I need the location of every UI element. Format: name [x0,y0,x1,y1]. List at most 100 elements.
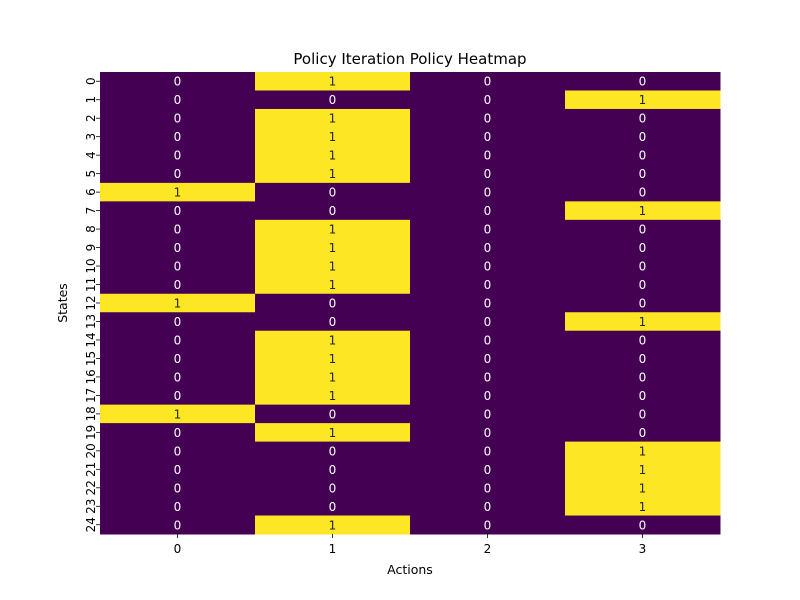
heatmap-cell [565,201,721,221]
heatmap-cell [565,256,721,276]
x-axis-label: Actions [387,562,433,577]
cell-value-label: 0 [484,241,492,255]
cell-value-label: 0 [484,186,492,200]
cell-value-label: 0 [484,352,492,366]
heatmap-cell [565,330,721,350]
heatmap-cell [100,460,256,480]
y-tick-label: 11 [84,277,98,292]
cell-value-label: 1 [329,333,337,347]
cell-value-label: 0 [174,223,182,237]
cell-value-label: 1 [639,93,647,107]
heatmap-cell [565,72,721,91]
y-tick-label: 22 [84,480,98,495]
cell-value-label: 0 [639,278,647,292]
heatmap-cell [255,367,411,387]
heatmap-cell [100,108,256,128]
cell-value-label: 1 [174,407,182,421]
heatmap-cell [255,238,411,258]
cell-value-label: 0 [639,260,647,274]
heatmap-cell [100,441,256,461]
heatmap-cell [410,312,566,332]
heatmap-cell [410,367,566,387]
heatmap-cell [565,497,721,517]
cell-value-label: 0 [484,278,492,292]
heatmap-cell [565,478,721,498]
y-tick-label: 18 [84,406,98,421]
y-tick-label: 17 [84,388,98,403]
cell-value-label: 0 [639,130,647,144]
heatmap-cell [100,312,256,332]
heatmap-cell [255,404,411,424]
heatmap-cell [100,330,256,350]
cell-value-label: 1 [639,204,647,218]
heatmap-cell [410,201,566,221]
heatmap-cell [410,293,566,313]
heatmap-cell [410,330,566,350]
heatmap-cell [100,238,256,258]
heatmap-cell [565,182,721,202]
heatmap-cell [565,460,721,480]
cell-value-label: 0 [484,112,492,126]
cell-value-label: 0 [329,93,337,107]
heatmap-cell [565,312,721,332]
cell-value-label: 0 [174,112,182,126]
cell-value-label: 0 [639,518,647,532]
y-tick-label: 24 [84,517,98,532]
heatmap-cell [410,182,566,202]
heatmap-cell [255,108,411,128]
cell-value-label: 1 [329,167,337,181]
cell-value-label: 1 [639,500,647,514]
y-tick-label: 16 [84,369,98,384]
cell-value-label: 0 [329,186,337,200]
y-tick-label: 20 [84,443,98,458]
cell-value-label: 1 [329,130,337,144]
heatmap-cell [410,256,566,276]
cell-value-label: 0 [639,352,647,366]
cell-value-label: 0 [329,463,337,477]
y-tick-label: 2 [84,114,98,122]
heatmap-cell [410,108,566,128]
heatmap-cell [565,90,721,110]
cell-value-label: 1 [329,112,337,126]
cell-value-label: 0 [484,297,492,311]
y-tick-label: 23 [84,499,98,514]
heatmap-cell [565,423,721,443]
heatmap-cell [255,90,411,110]
y-tick-label: 0 [84,77,98,85]
x-axis: 0 1 2 3 [174,534,646,556]
cell-value-label: 0 [174,352,182,366]
heatmap-cell [410,386,566,406]
heatmap-cell [100,127,256,147]
cell-value-label: 0 [174,481,182,495]
y-tick-label: 9 [84,244,98,252]
heatmap-cell [100,515,256,535]
heatmap-cells [100,72,721,535]
cell-value-label: 1 [329,389,337,403]
cell-value-label: 0 [329,315,337,329]
cell-value-label: 1 [174,186,182,200]
heatmap-cell [100,72,256,91]
heatmap-cell [100,367,256,387]
cell-value-label: 0 [484,75,492,89]
cell-value-label: 0 [174,370,182,384]
cell-value-label: 1 [329,278,337,292]
cell-value-label: 0 [639,426,647,440]
cell-value-label: 0 [484,93,492,107]
heatmap-cell [255,423,411,443]
heatmap-cell [255,497,411,517]
heatmap-cell [255,349,411,369]
cell-value-label: 0 [639,389,647,403]
cell-value-label: 0 [329,297,337,311]
chart-title: Policy Iteration Policy Heatmap [293,50,526,68]
heatmap-cell [255,293,411,313]
heatmap-cell [100,182,256,202]
cell-value-label: 0 [174,241,182,255]
heatmap-cell [410,72,566,91]
heatmap-cell [255,478,411,498]
heatmap-cell [255,256,411,276]
y-tick-label: 7 [84,207,98,215]
cell-value-label: 0 [484,463,492,477]
cell-value-label: 0 [174,426,182,440]
cell-value-label: 0 [639,407,647,421]
